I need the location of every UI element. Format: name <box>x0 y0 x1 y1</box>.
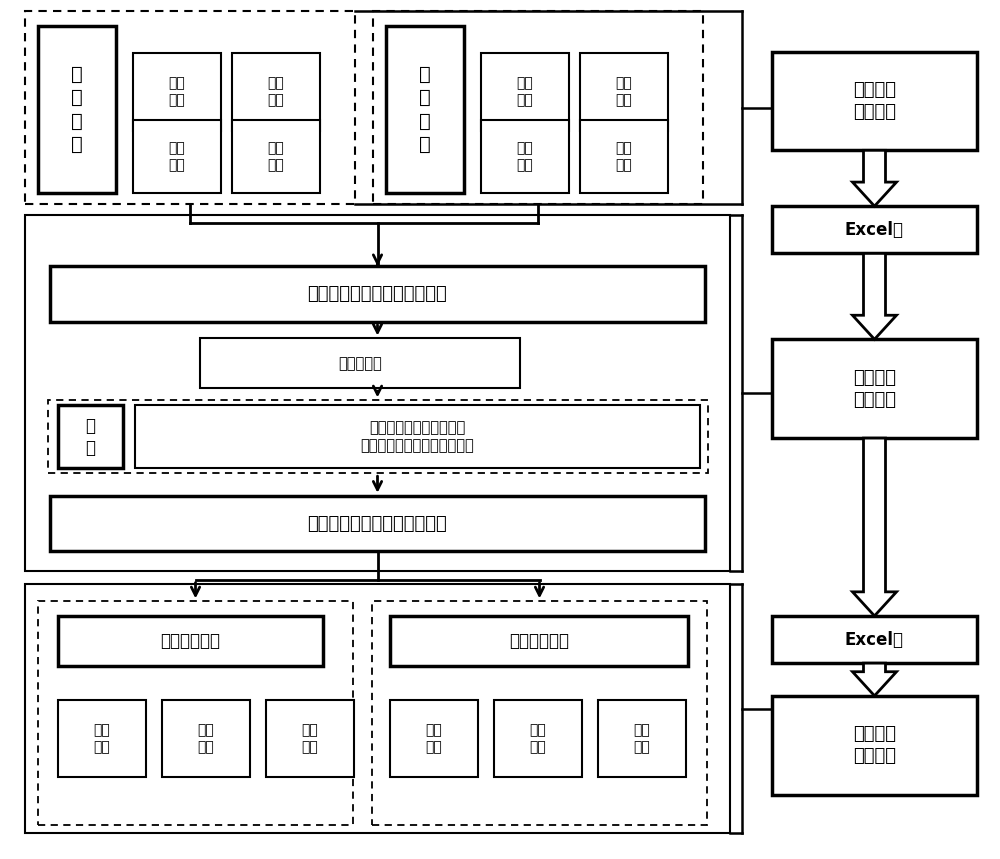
Bar <box>38 601 353 825</box>
Bar <box>580 53 668 131</box>
Bar <box>772 206 977 253</box>
Bar <box>772 696 977 795</box>
Text: 管网
路径: 管网 路径 <box>517 76 533 107</box>
Bar <box>372 601 707 825</box>
Text: 管道
定价: 管道 定价 <box>517 141 533 173</box>
Text: 管道承运方管输收益优化模型: 管道承运方管输收益优化模型 <box>308 515 447 533</box>
Text: 油品托运方物汁费用优化模型: 油品托运方物汁费用优化模型 <box>308 285 447 303</box>
Bar <box>772 616 977 663</box>
Polygon shape <box>852 663 897 696</box>
Bar <box>580 120 668 193</box>
Bar <box>232 120 320 193</box>
Bar <box>373 11 703 204</box>
Bar <box>50 496 705 551</box>
Bar <box>135 405 700 468</box>
Text: 其他
定价: 其他 定价 <box>616 141 632 173</box>
Bar <box>494 700 582 777</box>
Text: Excel表: Excel表 <box>845 221 904 239</box>
Bar <box>162 700 250 777</box>
Bar <box>481 53 569 131</box>
Bar <box>25 215 730 571</box>
Polygon shape <box>852 150 897 206</box>
Bar <box>58 616 323 666</box>
Text: 油品
种类: 油品 种类 <box>169 141 185 173</box>
Bar <box>50 266 705 322</box>
Text: 管道
收益: 管道 收益 <box>634 723 650 754</box>
Text: 最低物汁费: 最低物汁费 <box>338 356 382 371</box>
Polygon shape <box>852 438 897 616</box>
Polygon shape <box>852 253 897 339</box>
Text: 最优价格方案: 最优价格方案 <box>509 632 569 649</box>
Text: 站点
位置: 站点 位置 <box>268 141 284 173</box>
Bar <box>133 53 221 131</box>
Bar <box>266 700 354 777</box>
Text: 整体运输方案: 整体运输方案 <box>160 632 220 649</box>
Bar <box>25 11 355 204</box>
Bar <box>481 120 569 193</box>
Text: 物流信息
输入模块: 物流信息 输入模块 <box>853 81 896 121</box>
Text: 管输协调
优化模块: 管输协调 优化模块 <box>853 369 896 409</box>
Bar <box>772 52 977 150</box>
Bar <box>232 53 320 131</box>
Bar <box>200 338 520 388</box>
Text: 管道
运价: 管道 运价 <box>530 723 546 754</box>
Text: 托
运
信
息: 托 运 信 息 <box>71 64 83 155</box>
Bar <box>133 120 221 193</box>
Text: 运输
质量: 运输 质量 <box>198 723 214 754</box>
Text: 要
求: 要 求 <box>86 417 96 457</box>
Bar <box>386 26 464 193</box>
Text: 承
运
信
息: 承 运 信 息 <box>419 64 431 155</box>
Text: 运输
方式: 运输 方式 <box>94 723 110 754</box>
Text: 优化方案
输出模块: 优化方案 输出模块 <box>853 725 896 765</box>
Bar <box>48 400 708 473</box>
Text: 运输
方向: 运输 方向 <box>302 723 318 754</box>
Bar <box>390 616 688 666</box>
Bar <box>58 405 123 468</box>
Text: 其他
路径: 其他 路径 <box>616 76 632 107</box>
Bar <box>390 700 478 777</box>
Text: 新管输价格下总物汁费较
原管输价格下总物汁费不上升: 新管输价格下总物汁费较 原管输价格下总物汁费不上升 <box>361 420 474 454</box>
Text: 供应
计划: 供应 计划 <box>169 76 185 107</box>
Text: 单位
运价: 单位 运价 <box>426 723 442 754</box>
Bar <box>25 584 730 833</box>
Bar <box>772 339 977 438</box>
Bar <box>58 700 146 777</box>
Text: 需求
计划: 需求 计划 <box>268 76 284 107</box>
Text: Excel表: Excel表 <box>845 631 904 649</box>
Bar <box>598 700 686 777</box>
Bar <box>38 26 116 193</box>
